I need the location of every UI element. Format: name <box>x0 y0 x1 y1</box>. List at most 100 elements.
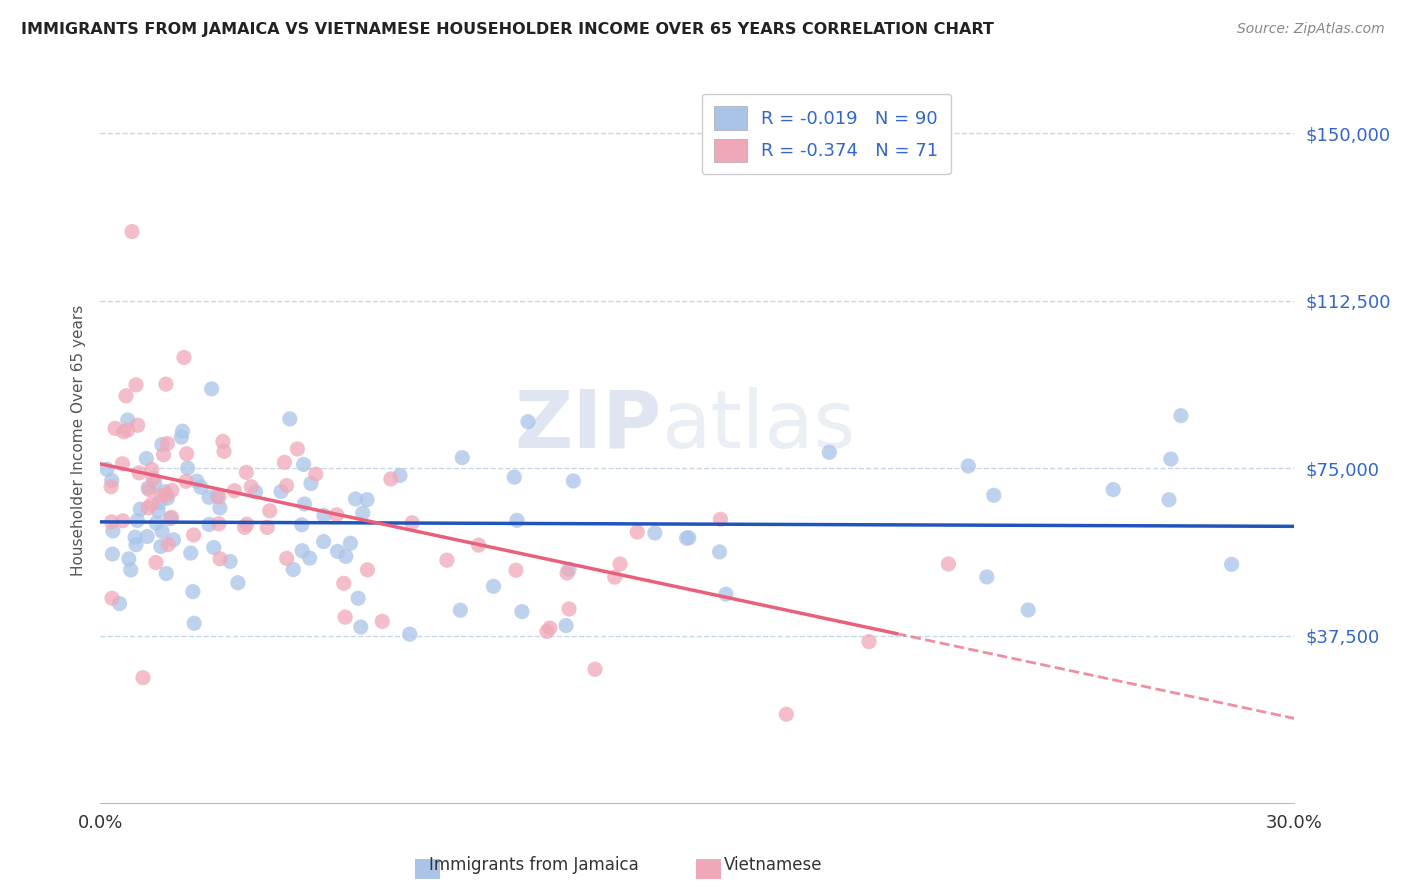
Point <box>451 450 474 465</box>
Point <box>339 536 361 550</box>
Point <box>198 491 221 505</box>
Point <box>278 412 301 426</box>
Point <box>818 445 841 459</box>
Text: IMMIGRANTS FROM JAMAICA VS VIETNAMESE HOUSEHOLDER INCOME OVER 65 YEARS CORRELATI: IMMIGRANTS FROM JAMAICA VS VIETNAMESE HO… <box>21 22 994 37</box>
Point <box>150 488 173 502</box>
Point <box>132 671 155 685</box>
Point <box>380 472 402 486</box>
Point <box>96 462 118 476</box>
Point <box>202 541 225 555</box>
Point <box>208 516 231 531</box>
Point <box>371 615 394 629</box>
Point <box>201 382 224 396</box>
Point <box>709 512 731 526</box>
Point <box>326 508 349 522</box>
Point <box>145 516 167 530</box>
Point <box>181 584 204 599</box>
Point <box>205 489 228 503</box>
Point <box>401 516 423 530</box>
Point <box>208 490 231 504</box>
Point <box>142 471 165 485</box>
Point <box>159 511 181 525</box>
Point <box>436 553 458 567</box>
Point <box>174 475 197 489</box>
Point <box>100 474 122 488</box>
Point <box>176 461 198 475</box>
Point <box>183 616 205 631</box>
Point <box>224 483 246 498</box>
Point <box>678 531 700 545</box>
Point <box>145 556 167 570</box>
Point <box>125 377 148 392</box>
Point <box>335 549 357 564</box>
Point <box>100 515 122 529</box>
Point <box>347 591 370 606</box>
Point <box>603 570 626 584</box>
Point <box>156 488 179 502</box>
Point <box>120 563 142 577</box>
Point <box>183 528 205 542</box>
Point <box>983 488 1005 502</box>
Point <box>233 520 256 534</box>
Point <box>148 495 170 509</box>
Point <box>283 562 305 576</box>
Point <box>538 621 561 635</box>
Point <box>135 451 157 466</box>
Point <box>101 524 124 538</box>
Point <box>350 620 373 634</box>
Point <box>155 566 177 581</box>
Point <box>1160 452 1182 467</box>
Point <box>172 424 194 438</box>
Point <box>226 575 249 590</box>
Point <box>298 551 321 566</box>
Point <box>510 605 533 619</box>
Point <box>352 506 374 520</box>
Point <box>245 484 267 499</box>
Point <box>127 514 149 528</box>
Point <box>291 517 314 532</box>
Point <box>356 492 378 507</box>
Point <box>153 484 176 499</box>
Point <box>128 466 150 480</box>
Point <box>388 468 411 483</box>
Point <box>259 504 281 518</box>
Point <box>305 467 328 482</box>
Point <box>236 517 259 532</box>
Point <box>108 597 131 611</box>
Point <box>180 546 202 560</box>
Point <box>160 510 183 524</box>
Point <box>212 444 235 458</box>
Point <box>157 537 180 551</box>
Point <box>276 478 298 492</box>
Point <box>333 610 356 624</box>
Point <box>141 462 163 476</box>
Point <box>517 415 540 429</box>
Point <box>938 557 960 571</box>
Point <box>536 624 558 639</box>
Point <box>141 497 163 511</box>
Point <box>609 557 631 571</box>
Point <box>121 225 143 239</box>
Text: Vietnamese: Vietnamese <box>724 856 823 874</box>
Point <box>138 483 160 497</box>
Point <box>115 389 138 403</box>
Point <box>170 430 193 444</box>
Text: Source: ZipAtlas.com: Source: ZipAtlas.com <box>1237 22 1385 37</box>
Point <box>356 563 378 577</box>
Point <box>149 540 172 554</box>
Text: ZIP: ZIP <box>515 387 661 465</box>
Point <box>976 570 998 584</box>
Point <box>212 434 235 449</box>
Point <box>467 538 489 552</box>
Point <box>125 538 148 552</box>
Point <box>626 524 648 539</box>
Point <box>398 627 420 641</box>
Point <box>292 458 315 472</box>
Text: atlas: atlas <box>661 387 856 465</box>
Point <box>344 491 367 506</box>
Point <box>208 551 231 566</box>
Point <box>117 413 139 427</box>
Point <box>709 545 731 559</box>
Point <box>136 530 159 544</box>
Point <box>312 508 335 523</box>
